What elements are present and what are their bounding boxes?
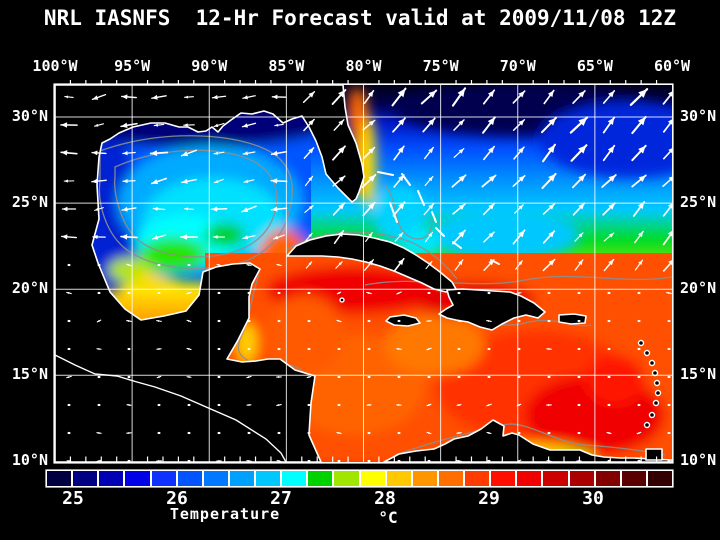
- colorbar-cell: [99, 471, 124, 486]
- colorbar-cell: [177, 471, 202, 486]
- colorbar-cell: [47, 471, 72, 486]
- lon-tick-label: 60°W: [653, 57, 691, 75]
- graticule-grid: [55, 85, 672, 462]
- lon-tick-label: 70°W: [499, 57, 536, 75]
- colorbar-cell: [73, 471, 98, 486]
- lat-tick-label-left: 30°N: [11, 107, 48, 125]
- lat-tick-label-left: 15°N: [11, 365, 48, 384]
- lat-tick-label-left: 10°N: [11, 451, 48, 470]
- colorbar-cell: [647, 471, 672, 486]
- lat-tick-label-right: 10°N: [680, 451, 717, 470]
- lat-tick-label-right: 20°N: [680, 279, 717, 298]
- colorbar-cell: [465, 471, 490, 486]
- lat-tick-label-right: 15°N: [680, 365, 717, 384]
- puerto-rico-island: [558, 313, 587, 325]
- colorbar-cell: [308, 471, 333, 486]
- lon-tick-label: 95°W: [114, 57, 151, 75]
- lon-tick-label: 75°W: [422, 57, 459, 75]
- overlay-line-2: Temperature: [169, 505, 281, 523]
- colorbar-tick-label: 27: [270, 488, 292, 509]
- sst-field: [55, 85, 672, 462]
- colorbar-cell: [151, 471, 176, 486]
- lat-tick-label-left: 25°N: [11, 193, 48, 212]
- colorbar-tick-label: 30: [582, 488, 604, 509]
- colorbar-cell: [360, 471, 385, 486]
- colorbar-cell: [569, 471, 594, 486]
- bahamas-islands: [377, 171, 500, 265]
- lon-tick-label: 65°W: [576, 57, 613, 75]
- lon-tick-label: 90°W: [191, 57, 228, 75]
- colorbar: [47, 471, 672, 486]
- lon-tick-label: 100°W: [32, 57, 78, 75]
- degree-ticks: [69, 80, 658, 462]
- colorbar-unit-label: °C: [378, 508, 398, 527]
- colorbar-cell: [491, 471, 516, 486]
- sst-map: [55, 80, 672, 462]
- colorbar-cell: [229, 471, 254, 486]
- colorbar-cell: [595, 471, 620, 486]
- colorbar-cell: [543, 471, 568, 486]
- colorbar-tick-label: 25: [62, 488, 84, 509]
- page-title: NRL IASNFS 12-Hr Forecast valid at 2009/…: [43, 6, 677, 30]
- wind-vector-arrows: [60, 87, 672, 462]
- colorbar-cell: [282, 471, 307, 486]
- trinidad-island: [645, 448, 663, 461]
- map-frame: Surface Temperature: [55, 80, 672, 523]
- hispaniola-island: [438, 288, 546, 331]
- lat-tick-label-left: 20°N: [11, 279, 48, 298]
- south-america-land: [383, 419, 672, 462]
- colorbar-cell: [386, 471, 411, 486]
- colorbar-tick-label: 28: [374, 488, 396, 509]
- pacific-coastline: [55, 354, 287, 462]
- lon-tick-label: 85°W: [268, 57, 305, 75]
- colorbar-cell: [334, 471, 359, 486]
- lon-tick-label: 80°W: [345, 57, 382, 75]
- lat-tick-label-right: 25°N: [680, 193, 717, 212]
- colorbar-cell: [438, 471, 463, 486]
- colorbar-cell: [412, 471, 437, 486]
- colorbar-cell: [256, 471, 281, 486]
- colorbar-tick-label: 26: [166, 488, 188, 509]
- colorbar-cell: [125, 471, 150, 486]
- cayman-island: [339, 297, 345, 303]
- colorbar-cell: [203, 471, 228, 486]
- lat-tick-label-right: 30°N: [680, 107, 717, 125]
- colorbar-tick-label: 29: [478, 488, 500, 509]
- lesser-antilles-islands: [339, 297, 662, 429]
- colorbar-cell: [517, 471, 542, 486]
- jamaica-island: [385, 314, 421, 327]
- colorbar-cell: [621, 471, 646, 486]
